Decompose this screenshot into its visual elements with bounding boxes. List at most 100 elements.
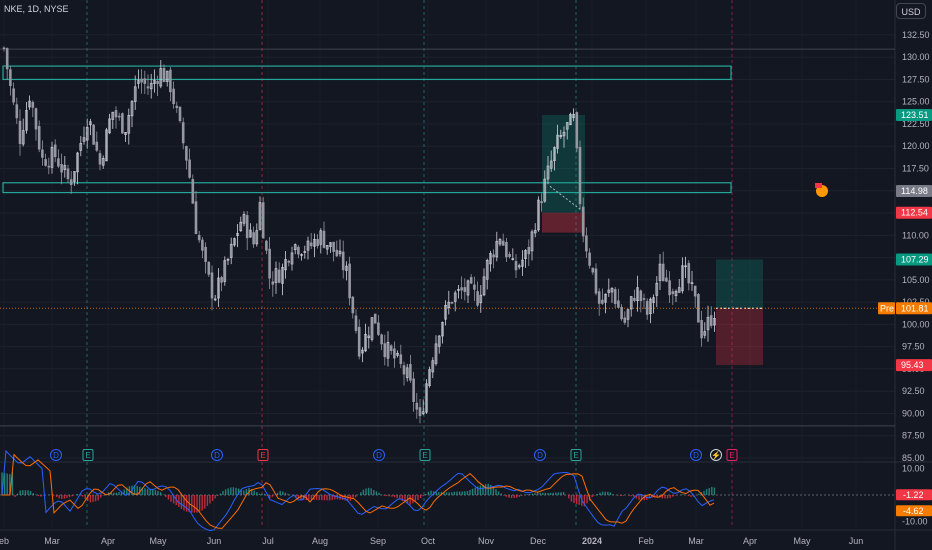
candle (700, 310, 703, 347)
candle (41, 140, 44, 166)
candle-body (357, 326, 361, 357)
candle-body (697, 294, 700, 323)
candle (457, 284, 460, 299)
marker-label: E (729, 451, 734, 460)
candle (713, 311, 716, 332)
candle-body (156, 81, 159, 84)
candle (252, 226, 255, 248)
candle-body (201, 239, 204, 251)
candle (63, 156, 67, 178)
candle-body (111, 111, 115, 120)
time-axis-label: Sep (370, 536, 386, 546)
candle-body (425, 383, 428, 413)
candle (185, 145, 188, 170)
candle-body (389, 345, 393, 351)
long-position-profit-zone (542, 114, 585, 213)
candle-body (629, 296, 633, 310)
candle-body (569, 113, 572, 126)
candle-body (655, 282, 659, 296)
candle (658, 254, 662, 291)
candle (162, 64, 166, 83)
candle-body (85, 127, 89, 141)
candle-body (469, 277, 473, 284)
candle-body (396, 352, 399, 356)
candle (399, 344, 403, 368)
candle-body (415, 402, 419, 410)
candle-body (690, 282, 694, 284)
candle (149, 73, 153, 99)
candle-body (63, 165, 67, 170)
candle (213, 294, 217, 302)
candle (466, 279, 470, 304)
price-axis-label: 90.00 (902, 408, 925, 418)
candle-body (428, 369, 431, 386)
candle-body (12, 88, 15, 103)
candle (111, 111, 115, 129)
candle-body (261, 202, 265, 239)
candle (133, 75, 137, 110)
candle-body (473, 284, 476, 290)
candle (460, 276, 463, 300)
candle (236, 223, 239, 248)
candle-body (213, 298, 217, 301)
price-axis-label: 117.50 (902, 164, 929, 174)
candle-body (143, 78, 147, 84)
candle-body (140, 78, 143, 83)
time-axis-label: Feb (638, 536, 654, 546)
candle (12, 82, 15, 106)
candle-body (649, 298, 652, 315)
candle-body (268, 248, 271, 279)
candle-body (543, 178, 547, 202)
price-tag-box (896, 359, 932, 372)
candle-body (585, 235, 588, 252)
candle (434, 335, 438, 366)
dividend-marker: D (534, 449, 546, 461)
price-tag-box (896, 184, 932, 197)
candle (124, 131, 127, 143)
long-position-loss-zone (542, 212, 585, 233)
price-tag-value: 123.51 (901, 110, 929, 120)
candle-body (604, 293, 607, 303)
candle (245, 211, 249, 251)
candle (159, 60, 163, 89)
candle (53, 139, 57, 163)
candle-body (226, 258, 230, 261)
candle (495, 231, 499, 262)
candle-body (533, 230, 537, 234)
candle (348, 256, 351, 306)
candle (261, 196, 265, 239)
candle (357, 319, 361, 360)
candle-body (639, 290, 643, 302)
candle-body (348, 263, 351, 299)
marker-box (82, 449, 94, 461)
candle (588, 248, 591, 269)
candle-body (687, 263, 691, 284)
candle-body (325, 245, 329, 250)
candle (15, 97, 19, 125)
time-axis-label: Nov (478, 536, 495, 546)
candle (482, 268, 486, 297)
candle-body (524, 250, 527, 259)
candle-body (34, 108, 38, 130)
candle (473, 276, 476, 301)
candle (617, 288, 620, 308)
dividend-marker: D (50, 449, 62, 461)
currency-button[interactable]: USD (896, 3, 926, 19)
time-axis-label: Apr (743, 536, 757, 546)
candle-body (5, 48, 9, 70)
candle (553, 146, 556, 171)
candle (146, 74, 150, 95)
candle-body (578, 146, 582, 205)
earnings-marker: E (726, 449, 738, 461)
candle-body (236, 233, 239, 236)
pre-market-label: Pre (880, 303, 894, 313)
macd-tag-value: -4.62 (903, 506, 924, 516)
candle-body (297, 246, 300, 255)
candle (393, 341, 396, 368)
candle (325, 245, 329, 255)
candle-body (37, 126, 41, 150)
macd-axis-label: 10.00 (902, 464, 925, 474)
candle (229, 237, 233, 265)
time-axis-label: Mar (688, 536, 704, 546)
